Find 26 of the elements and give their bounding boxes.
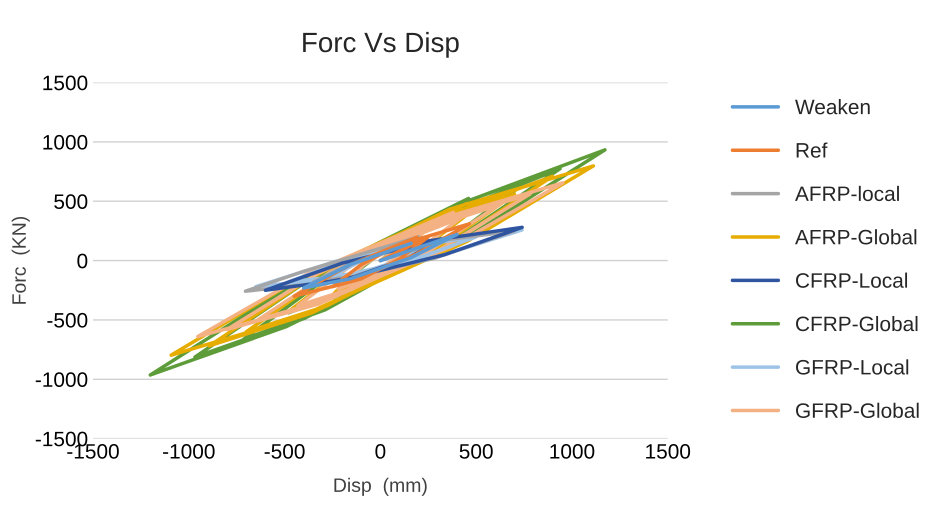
x-tick-label: 500 xyxy=(460,444,493,459)
line-series xyxy=(302,232,459,290)
legend-label: Weaken xyxy=(795,99,870,114)
legend-label: AFRP-local xyxy=(795,186,899,202)
x-tick-label: -1500 xyxy=(67,444,119,459)
x-tick-label: 1500 xyxy=(646,444,690,459)
y-tick-label: 0 xyxy=(77,254,88,268)
legend-label: CFRP-Global xyxy=(796,316,918,332)
x-tick-label: 1000 xyxy=(550,444,594,459)
y-tick-label: -500 xyxy=(47,312,88,328)
y-axis-title: Forc (KN) xyxy=(12,216,30,304)
legend-label: GFRP-Global xyxy=(796,402,919,418)
legend-label: Ref xyxy=(796,142,828,158)
y-tick-label: 1500 xyxy=(43,76,88,90)
legend-label: AFRP-Global xyxy=(795,229,916,244)
y-tick-label: -1500 xyxy=(36,432,88,446)
legend-label: CFRP-Local xyxy=(796,272,908,288)
chart-title: Forc Vs Disp xyxy=(303,32,459,58)
x-tick-label: -500 xyxy=(264,444,305,459)
y-tick-label: 500 xyxy=(54,194,88,209)
x-axis-title: Disp (mm) xyxy=(334,478,427,496)
legend-label: GFRP-Local xyxy=(796,359,908,375)
y-tick-label: -1000 xyxy=(36,372,88,388)
x-tick-label: -1000 xyxy=(163,444,215,459)
x-tick-label: 0 xyxy=(375,444,386,459)
y-tick-label: 1000 xyxy=(43,134,88,150)
